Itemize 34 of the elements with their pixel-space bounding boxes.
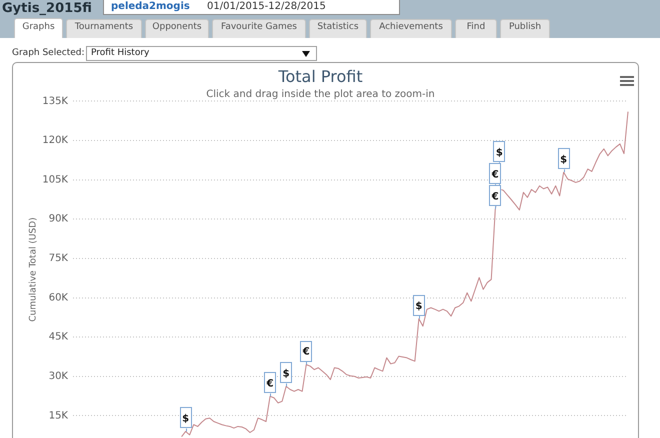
annotation: $: [282, 368, 290, 380]
y-tick-label: 90K: [48, 214, 68, 225]
y-tick-label: 15K: [48, 410, 68, 422]
y-tick-label: 30K: [48, 371, 68, 382]
text: Opponents: [151, 22, 203, 33]
annotation: $: [560, 154, 568, 166]
dropdown-field: Profit History: [86, 46, 317, 61]
annotation: $: [415, 300, 422, 312]
text: Gytis_2015fi: [2, 1, 92, 16]
text: Graph Selected:: [12, 48, 85, 59]
text: Graphs: [21, 22, 56, 33]
y-tick-label: 60K: [48, 292, 68, 304]
y-tick-label: 105K: [42, 174, 68, 186]
chart-title: Total Profit: [277, 66, 363, 86]
text: 01/01/2015-12/28/2015: [207, 1, 326, 13]
text: Achievements: [378, 22, 444, 33]
annotation: €: [490, 191, 499, 202]
y-tick-label: 135K: [42, 96, 68, 107]
text: Find: [466, 22, 486, 33]
y-tick-label: 75K: [48, 253, 68, 264]
annotation: €: [490, 169, 499, 180]
text: Statistics: [316, 22, 360, 33]
annotation: €: [302, 346, 310, 358]
text: peleda2mogis: [111, 1, 190, 13]
annotation: $: [496, 147, 503, 158]
y-tick-label: 120K: [42, 135, 68, 146]
annotation: $: [182, 414, 190, 425]
y-axis-title: Cumulative Total (USD): [28, 217, 39, 322]
annotation: €: [266, 378, 274, 390]
text: Publish: [508, 22, 542, 33]
y-tick-label: 45K: [48, 332, 68, 343]
text: Tournaments: [74, 22, 134, 33]
text: Favourite Games: [220, 22, 298, 33]
chart-subtitle: Click and drag inside the plot area to zoom-in: [206, 88, 435, 100]
